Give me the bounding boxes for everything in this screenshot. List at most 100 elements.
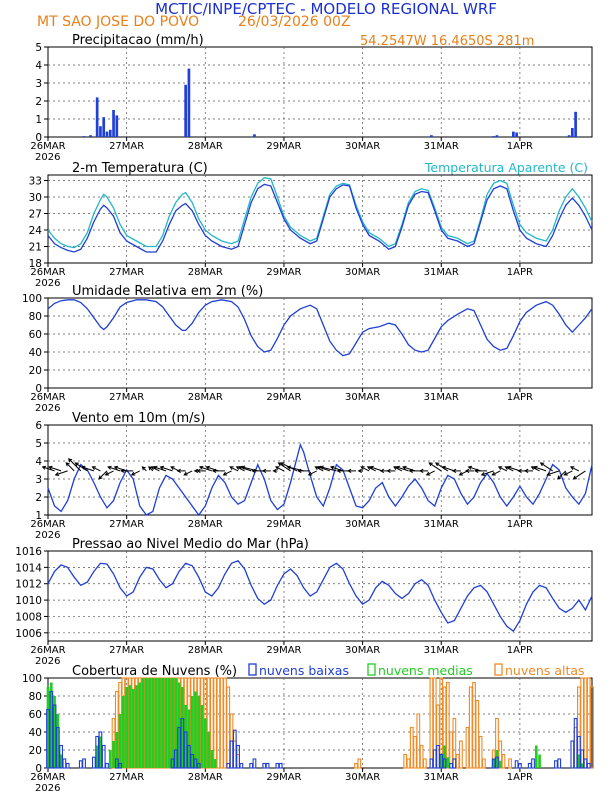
wind-arrowhead bbox=[41, 465, 47, 470]
bar bbox=[570, 128, 574, 137]
x-tick-label: 29MAR bbox=[266, 392, 301, 403]
bar bbox=[580, 749, 585, 769]
bar bbox=[193, 758, 198, 769]
y-tick-label: 80 bbox=[29, 691, 42, 703]
wind-arrow bbox=[92, 466, 101, 472]
wind-arrowhead bbox=[395, 465, 401, 470]
bar bbox=[253, 134, 256, 137]
bar bbox=[89, 135, 92, 137]
bar bbox=[184, 84, 187, 137]
bar bbox=[534, 745, 538, 768]
bar bbox=[49, 690, 54, 769]
wind-arrowhead bbox=[357, 468, 362, 474]
x-tick-label: 31MAR bbox=[424, 392, 459, 403]
bar bbox=[430, 135, 433, 137]
bar bbox=[252, 758, 257, 769]
bar bbox=[586, 762, 591, 769]
bar bbox=[472, 681, 476, 769]
wind-arrowhead bbox=[523, 468, 529, 474]
wind-arrow bbox=[183, 470, 193, 476]
bar bbox=[580, 763, 584, 768]
wind-arrowhead bbox=[196, 468, 201, 474]
bar bbox=[262, 762, 267, 769]
series-line bbox=[47, 299, 593, 357]
bar bbox=[98, 731, 103, 769]
y-tick-label: 1012 bbox=[15, 579, 42, 591]
bar bbox=[52, 704, 57, 769]
panel-title: Pressao ao Nivel Medio do Mar (hPa) bbox=[72, 537, 309, 552]
x-tick-label: 27MAR bbox=[109, 392, 144, 403]
bar bbox=[55, 726, 60, 769]
bar bbox=[135, 685, 138, 768]
bar bbox=[118, 714, 122, 768]
wind-arrow bbox=[241, 466, 258, 472]
wind-arrowhead bbox=[104, 471, 110, 476]
wind-arrowhead bbox=[113, 465, 119, 470]
bar bbox=[409, 726, 414, 769]
bar bbox=[491, 758, 496, 769]
legend-label-apparent-temp: Temperatura Aparente (C) bbox=[424, 160, 588, 175]
bar bbox=[468, 686, 473, 769]
bar bbox=[583, 677, 588, 769]
bar bbox=[492, 136, 496, 137]
bar bbox=[439, 754, 443, 768]
y-tick-label: 33 bbox=[29, 176, 42, 188]
wind-arrow bbox=[153, 466, 167, 472]
wind-arrowhead bbox=[329, 465, 335, 470]
bar bbox=[122, 696, 125, 768]
bar bbox=[194, 691, 197, 768]
legend-swatch bbox=[494, 663, 503, 676]
bar-series bbox=[46, 690, 591, 769]
x-tick-year-label: 2026 bbox=[35, 530, 60, 541]
x-tick-label: 30MAR bbox=[345, 772, 380, 783]
bar bbox=[187, 744, 191, 769]
x-tick-label: 1APR bbox=[507, 519, 533, 530]
bar-series bbox=[46, 678, 584, 768]
y-tick-label: 21 bbox=[29, 242, 42, 254]
bar bbox=[183, 731, 188, 769]
wind-arrowhead bbox=[546, 471, 551, 477]
wind-arrow bbox=[564, 470, 573, 476]
wind-arrow bbox=[160, 466, 173, 472]
wind-arrowhead bbox=[141, 466, 146, 471]
y-tick-label: 30 bbox=[29, 192, 42, 204]
wind-arrow bbox=[498, 466, 508, 472]
panel-title: Cobertura de Nuvens (%) bbox=[72, 664, 237, 679]
bar bbox=[99, 126, 102, 137]
wind-arrowhead bbox=[275, 466, 280, 471]
wind-arrowhead bbox=[428, 462, 433, 467]
bar bbox=[56, 714, 60, 768]
wind-arrowhead bbox=[222, 471, 228, 476]
wind-arrow bbox=[68, 458, 82, 472]
y-tick-label: 1014 bbox=[15, 562, 42, 574]
x-tick-label: 26MAR bbox=[30, 772, 65, 783]
y-tick-label: 60 bbox=[29, 329, 42, 341]
wind-arrowhead bbox=[480, 471, 486, 477]
wind-arrowhead bbox=[159, 465, 165, 470]
bar-series bbox=[82, 68, 577, 137]
y-tick-label: 27 bbox=[29, 209, 42, 221]
bar bbox=[102, 117, 106, 137]
bar bbox=[158, 678, 161, 768]
wind-arrowhead bbox=[170, 466, 175, 471]
wind-arrowhead bbox=[539, 462, 545, 467]
bar bbox=[78, 760, 83, 769]
y-tick-label: 1008 bbox=[15, 611, 42, 623]
bar bbox=[213, 677, 218, 769]
bar bbox=[95, 745, 99, 768]
bar bbox=[105, 131, 109, 137]
y-tick-label: 4 bbox=[35, 456, 42, 468]
bar bbox=[465, 726, 470, 769]
x-tick-label: 28MAR bbox=[188, 645, 223, 656]
y-tick-label: 18 bbox=[29, 258, 42, 270]
wind-arrow bbox=[557, 470, 567, 480]
bar bbox=[207, 732, 210, 768]
x-tick-label: 1APR bbox=[507, 645, 533, 656]
bar bbox=[53, 696, 56, 768]
bar bbox=[449, 762, 453, 769]
x-tick-label: 30MAR bbox=[345, 392, 380, 403]
bar bbox=[105, 762, 109, 769]
bar bbox=[567, 135, 571, 137]
